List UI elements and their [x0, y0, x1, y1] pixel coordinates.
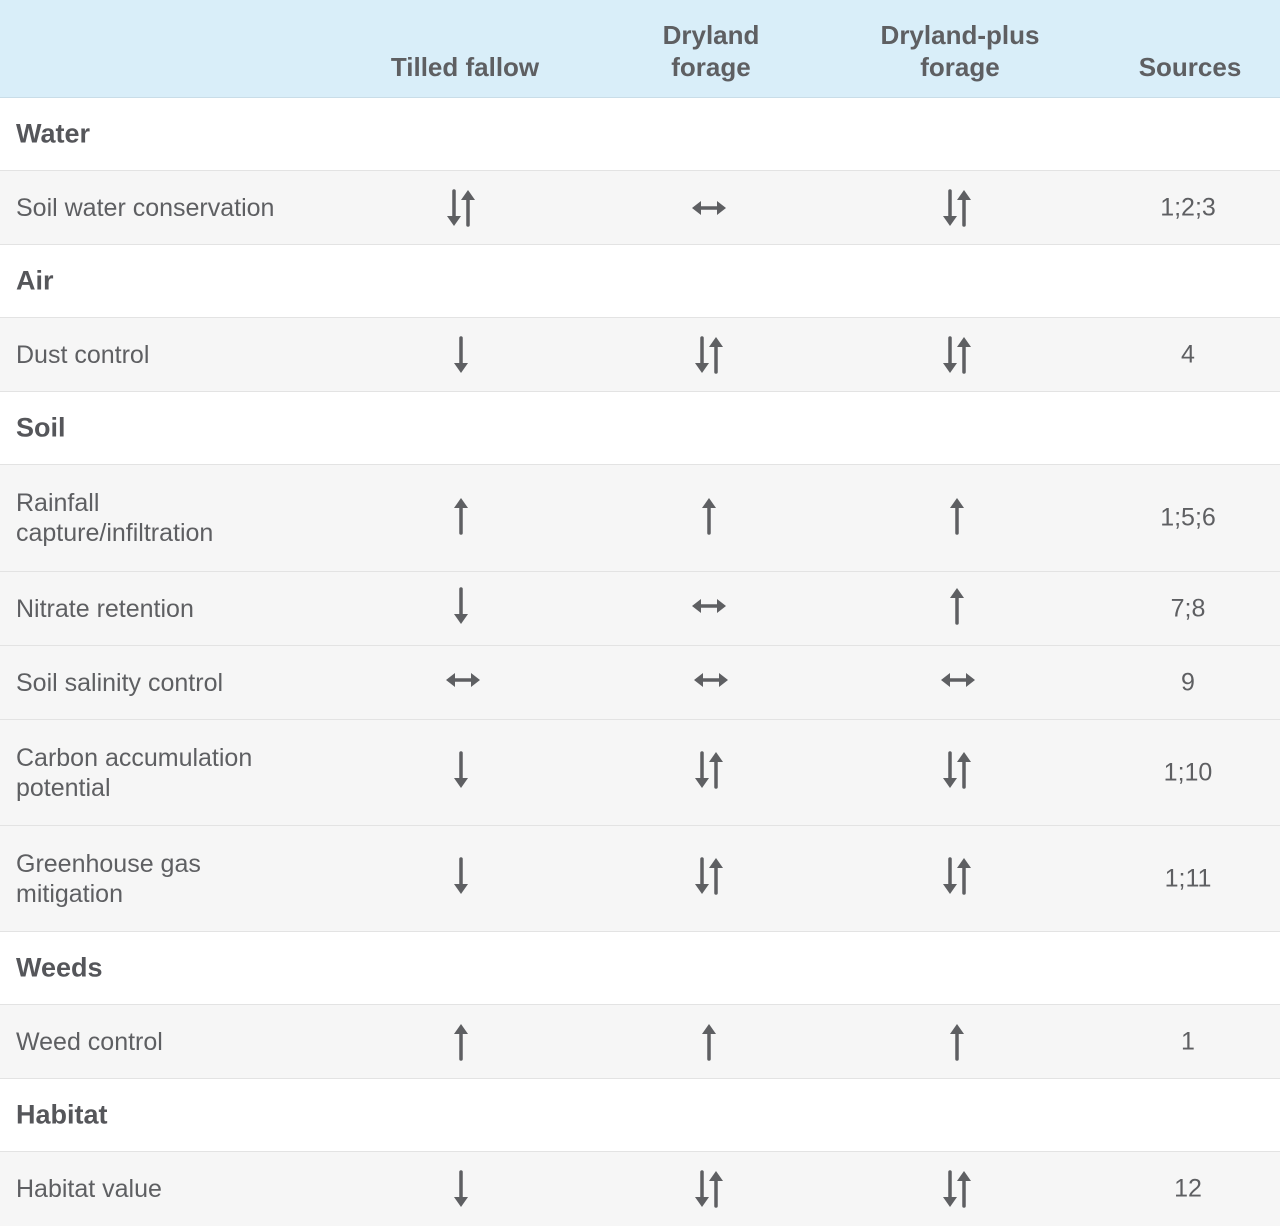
- table-header: Tilled fallow Dryland forage Dryland-plu…: [0, 0, 1280, 98]
- both-icon: [927, 745, 987, 795]
- row-label: Soil salinity control: [16, 668, 224, 697]
- down-icon: [431, 851, 491, 901]
- category-label: Water: [16, 118, 91, 149]
- category-label: Soil: [16, 412, 66, 443]
- row-label: Soil water conservation: [16, 193, 275, 222]
- table-row: Dust control 4: [0, 318, 1280, 392]
- category-row-air: Air: [0, 245, 1280, 318]
- category-label: Weeds: [16, 952, 103, 983]
- table-row: Rainfall capture/infiltration 1;5;6: [0, 465, 1280, 572]
- up-icon: [679, 491, 739, 541]
- category-row-weeds: Weeds: [0, 932, 1280, 1005]
- up-icon: [927, 491, 987, 541]
- neutral-icon: [679, 183, 739, 233]
- table-row: Soil water conservation 1;2;3: [0, 171, 1280, 245]
- category-row-water: Water: [0, 98, 1280, 171]
- category-label: Habitat: [16, 1099, 108, 1130]
- table-row: Weed control 1: [0, 1005, 1280, 1079]
- table-row: Greenhouse gas mitigation 1;11: [0, 826, 1280, 932]
- both-icon: [679, 1164, 739, 1214]
- down-icon: [431, 745, 491, 795]
- row-sources: 1;2;3: [1160, 193, 1216, 221]
- up-icon: [431, 491, 491, 541]
- both-icon: [679, 745, 739, 795]
- row-sources: 12: [1174, 1174, 1202, 1203]
- row-sources: 1: [1181, 1027, 1195, 1055]
- row-sources: 1;11: [1164, 864, 1212, 892]
- row-label: Dust control: [16, 340, 150, 369]
- category-row-soil: Soil: [0, 392, 1280, 465]
- row-label: Rainfall capture/infiltration: [16, 489, 214, 547]
- row-label: Weed control: [16, 1027, 163, 1056]
- row-sources: 4: [1181, 340, 1195, 368]
- neutral-icon: [681, 655, 741, 705]
- up-icon: [927, 1017, 987, 1067]
- row-label: Greenhouse gas mitigation: [16, 849, 201, 908]
- both-icon: [431, 183, 491, 233]
- up-icon: [927, 581, 987, 631]
- down-icon: [431, 330, 491, 380]
- both-icon: [679, 851, 739, 901]
- up-icon: [431, 1017, 491, 1067]
- neutral-icon: [679, 581, 739, 631]
- category-row-habitat: Habitat: [0, 1079, 1280, 1152]
- row-sources: 1;10: [1163, 758, 1213, 786]
- neutral-icon: [928, 655, 988, 705]
- neutral-icon: [433, 655, 493, 705]
- table-row: Habitat value 12: [0, 1152, 1280, 1226]
- down-icon: [431, 581, 491, 631]
- row-label: Carbon accumulation potential: [16, 743, 253, 802]
- category-label: Air: [16, 265, 54, 296]
- column-header-sources: Sources: [1138, 52, 1242, 82]
- row-label: Nitrate retention: [16, 594, 194, 623]
- both-icon: [927, 1164, 987, 1214]
- down-icon: [431, 1164, 491, 1214]
- both-icon: [927, 330, 987, 380]
- table-row: Soil salinity control 9: [0, 646, 1280, 720]
- table-row: Nitrate retention 7;8: [0, 572, 1280, 646]
- row-sources: 1;5;6: [1160, 503, 1216, 532]
- row-sources: 9: [1181, 668, 1195, 696]
- both-icon: [927, 183, 987, 233]
- column-header-dryland-plus-forage: Dryland-plus forage: [880, 20, 1040, 82]
- both-icon: [927, 851, 987, 901]
- column-header-tilled-fallow: Tilled fallow: [390, 52, 540, 82]
- row-sources: 7;8: [1170, 594, 1206, 622]
- both-icon: [679, 330, 739, 380]
- column-header-dryland-forage: Dryland forage: [662, 20, 760, 82]
- up-icon: [679, 1017, 739, 1067]
- row-label: Habitat value: [16, 1175, 162, 1203]
- table-row: Carbon accumulation potential 1;10: [0, 720, 1280, 826]
